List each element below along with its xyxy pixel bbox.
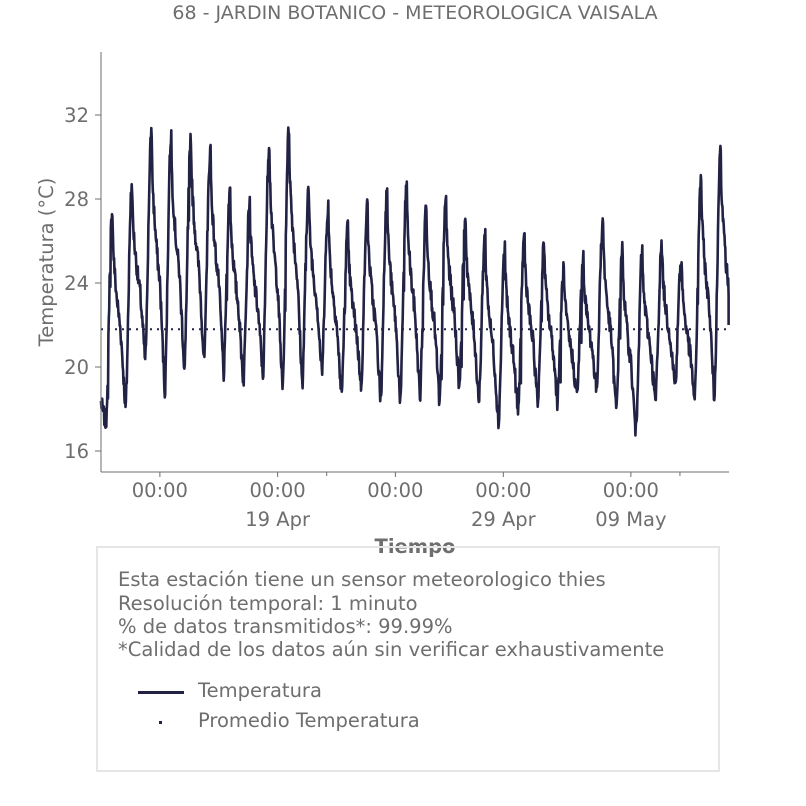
legend-swatch-dot [159,721,162,724]
series-temperatura [99,126,730,437]
y-tick-label: 32 [64,104,89,127]
legend-label: Temperatura [198,679,322,702]
x-tick-label-date: 19 Apr [245,508,311,531]
x-tick-label-date: 29 Apr [471,508,537,531]
legend-label: Promedio Temperatura [198,709,420,732]
y-tick-label: 20 [64,356,89,379]
info-line-quality: *Calidad de los datos aún sin verificar … [118,638,665,661]
chart-title: 68 - JARDIN BOTANICO - METEOROLOGICA VAI… [172,2,658,24]
x-tick-label-time: 00:00 [475,479,531,502]
x-tick-label-date: 09 May [595,508,666,531]
x-tick-label-time: 00:00 [132,479,188,502]
x-tick-label-time: 00:00 [250,479,306,502]
x-ticks: 00:00 00:00 19 Apr 00:00 00:00 29 Apr 00:00 09 … [132,472,681,531]
y-tick-label: 28 [64,188,89,211]
y-tick-label: 16 [64,440,89,463]
info-box: Esta estación tiene un sensor meteorolog… [96,546,720,772]
y-axis-label: Temperatura (°C) [35,178,58,348]
y-tick-label: 24 [64,272,89,295]
legend-swatch-line [138,691,184,694]
x-tick-label-time: 00:00 [367,479,423,502]
y-ticks: 16 20 24 28 32 [64,104,101,463]
info-line-transmitted: % de datos transmitidos*: 99.99% [118,615,453,638]
info-line-resolution: Resolución temporal: 1 minuto [118,592,418,615]
x-tick-label-time: 00:00 [603,479,659,502]
info-line-sensor: Esta estación tiene un sensor meteorolog… [118,568,606,591]
plot-area [99,126,730,437]
